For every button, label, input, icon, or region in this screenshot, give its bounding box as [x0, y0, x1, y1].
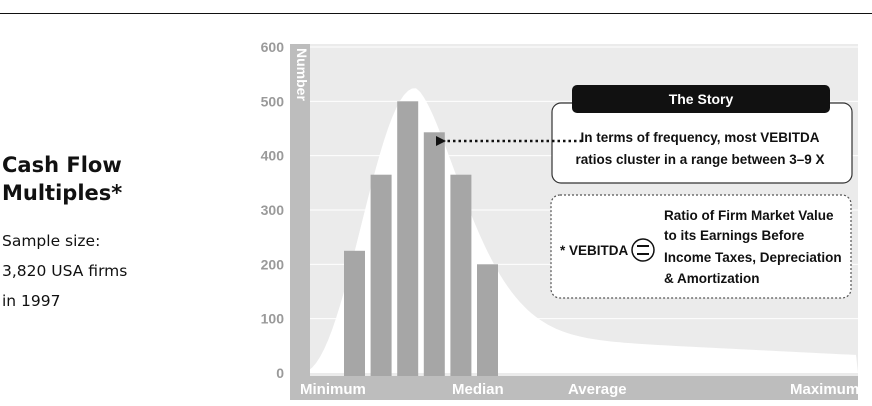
y-tick-labels: 0 100 200 300 400 500 600 — [261, 39, 285, 381]
x-label-median: Median — [452, 381, 504, 398]
bar — [477, 264, 498, 376]
y-axis-band — [290, 44, 310, 376]
y-axis-label: Number — [294, 48, 310, 101]
definition-line-4: & Amortization — [664, 271, 760, 286]
definition-box — [550, 194, 852, 299]
y-tick-label: 300 — [261, 202, 285, 218]
definition-line-1: Ratio of Firm Market Value — [664, 208, 834, 223]
sample-line-2: 3,820 USA firms — [2, 262, 128, 280]
bar — [344, 250, 365, 377]
bar-series — [344, 101, 498, 377]
y-tick-label: 600 — [261, 39, 285, 55]
story-title-bar — [572, 85, 830, 113]
sample-line-1: Sample size: — [2, 232, 101, 250]
top-rule — [0, 13, 872, 14]
definition-line-2: to its Earnings Before — [664, 228, 805, 243]
y-tick-label: 400 — [261, 148, 285, 164]
bar — [423, 132, 445, 376]
sample-line-3: in 1997 — [2, 292, 61, 310]
x-label-minimum: Minimum — [300, 381, 366, 398]
definition-term: * VEBITDA — [560, 243, 629, 258]
y-tick-label: 100 — [261, 311, 285, 327]
definition-line-3: Income Taxes, Depreciation — [664, 250, 842, 265]
x-axis-band — [290, 376, 858, 400]
equals-icon — [631, 238, 655, 262]
heading-line-2: Multiples* — [2, 181, 123, 205]
bar — [397, 101, 419, 377]
bar — [370, 174, 392, 376]
x-label-maximum: Maximum — [790, 381, 859, 398]
y-tick-label: 0 — [276, 365, 284, 381]
bar — [450, 174, 472, 376]
y-tick-label: 200 — [261, 256, 285, 272]
story-line-1: In terms of frequency, most VEBITDA — [580, 130, 819, 145]
sample-description: Sample size: 3,820 USA firms in 1997 — [2, 226, 127, 316]
chart-heading: Cash Flow Multiples* — [2, 151, 122, 207]
story-line-2: ratios cluster in a range between 3–9 X — [575, 152, 824, 167]
story-title: The Story — [669, 91, 734, 107]
heading-line-1: Cash Flow — [2, 153, 122, 177]
y-tick-label: 500 — [261, 93, 285, 109]
x-label-average: Average — [568, 381, 627, 398]
